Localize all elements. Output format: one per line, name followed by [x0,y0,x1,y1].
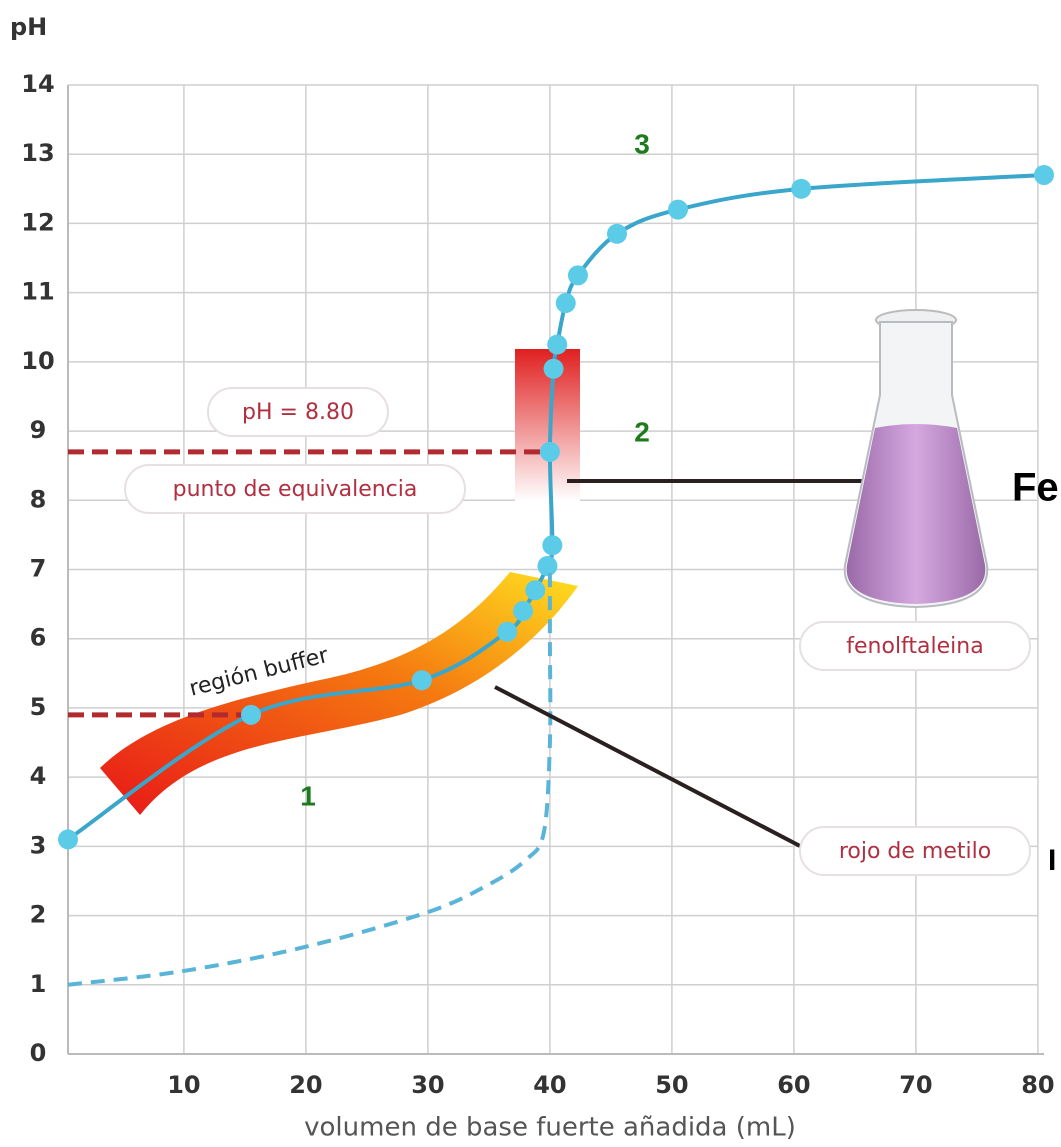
data-point [607,224,627,244]
y-tick-label: 7 [30,555,47,583]
y-tick-label: 0 [30,1039,47,1067]
x-tick-label: 20 [289,1071,322,1099]
annotation: punto de equivalencia [173,477,418,502]
annotation: 3 [634,128,650,159]
data-point [547,335,567,355]
x-axis-label: volumen de base fuerte añadida (mL) [304,1113,796,1143]
data-point [537,556,557,576]
y-tick-label: 14 [21,70,54,98]
x-tick-label: 60 [777,1071,810,1099]
annotation: Fe [1012,466,1059,510]
annotation: fenolftaleina [846,634,983,659]
x-tick-label: 40 [533,1071,566,1099]
y-tick-label: 12 [21,208,54,236]
x-tick-label: 30 [411,1071,444,1099]
annotation: 2 [634,416,650,447]
y-tick-label: 10 [21,347,54,375]
x-tick-label: 80 [1021,1071,1054,1099]
data-point [525,580,545,600]
y-tick-label: 1 [30,970,47,998]
data-point [544,359,564,379]
annotation: rojo de metilo [839,839,991,864]
connector [495,687,800,846]
x-tick-label: 10 [167,1071,200,1099]
x-tick-label: 70 [899,1071,932,1099]
data-point [791,179,811,199]
data-point [412,670,432,690]
data-point [1034,165,1054,185]
data-point [540,442,560,462]
annotation: 1 [300,780,316,811]
annotation: pH = 8.80 [242,400,354,425]
data-point [497,622,517,642]
data-point [568,265,588,285]
x-tick-label: 50 [655,1071,688,1099]
data-point [241,705,261,725]
y-tick-label: 11 [21,278,54,306]
y-tick-label: 2 [30,901,47,929]
y-tick-label: 5 [30,693,47,721]
data-point [513,601,533,621]
y-tick-label: 3 [30,831,47,859]
y-tick-label: 4 [30,762,47,790]
annotation: I [1048,844,1056,877]
data-point [668,200,688,220]
chart: pH = 8.80 punto de equivalencia fenolfta… [0,0,1061,1147]
y-tick-label: 8 [30,485,47,513]
data-point [58,829,78,849]
y-axis-label: pH [10,13,47,41]
data-point [542,535,562,555]
y-tick-label: 6 [30,624,47,652]
y-tick-label: 13 [21,139,54,167]
flask [845,310,988,607]
data-point [556,293,576,313]
y-tick-label: 9 [30,416,47,444]
